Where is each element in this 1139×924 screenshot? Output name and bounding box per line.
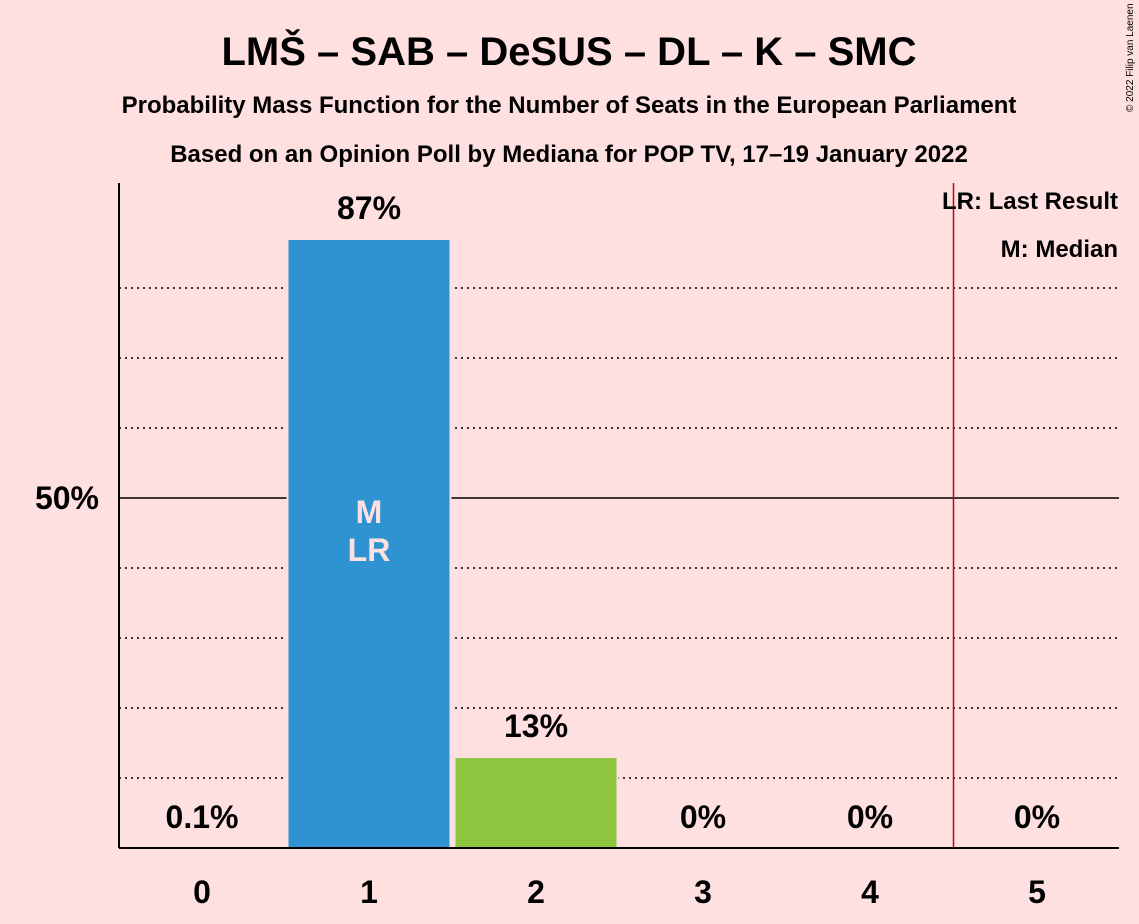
x-tick-label: 3	[694, 874, 712, 910]
chart-title: LMŠ – SAB – DeSUS – DL – K – SMC	[222, 28, 917, 74]
bar-value-label: 13%	[504, 708, 568, 744]
x-tick-label: 1	[360, 874, 378, 910]
bar-marker-lr: LR	[348, 532, 391, 568]
gridlines: 50%	[35, 287, 1119, 779]
bar-labels: 0.1% 0 87% 1 13% 2 0% 3 0% 4 0% 5 MLR	[166, 190, 1061, 910]
bar-value-label: 0.1%	[166, 799, 239, 835]
bar-2	[453, 756, 619, 849]
chart-source-line: Based on an Opinion Poll by Mediana for …	[170, 141, 968, 168]
bar-value-label: 0%	[847, 799, 893, 835]
x-tick-label: 5	[1028, 874, 1046, 910]
chart-subtitle: Probability Mass Function for the Number…	[122, 92, 1017, 119]
bar-1	[286, 238, 452, 849]
x-tick-label: 4	[861, 874, 879, 910]
x-tick-label: 2	[527, 874, 545, 910]
y-tick-label: 50%	[35, 480, 99, 516]
legend-median: M: Median	[1001, 236, 1118, 263]
bar-marker-m: M	[356, 494, 383, 530]
x-tick-label: 0	[193, 874, 211, 910]
bar-value-label: 0%	[1014, 799, 1060, 835]
copyright-note: © 2022 Filip van Laenen	[1125, 3, 1136, 112]
bar-value-label: 87%	[337, 190, 401, 226]
bars	[286, 183, 955, 849]
bar-value-label: 0%	[680, 799, 726, 835]
legend-last-result: LR: Last Result	[942, 188, 1118, 215]
